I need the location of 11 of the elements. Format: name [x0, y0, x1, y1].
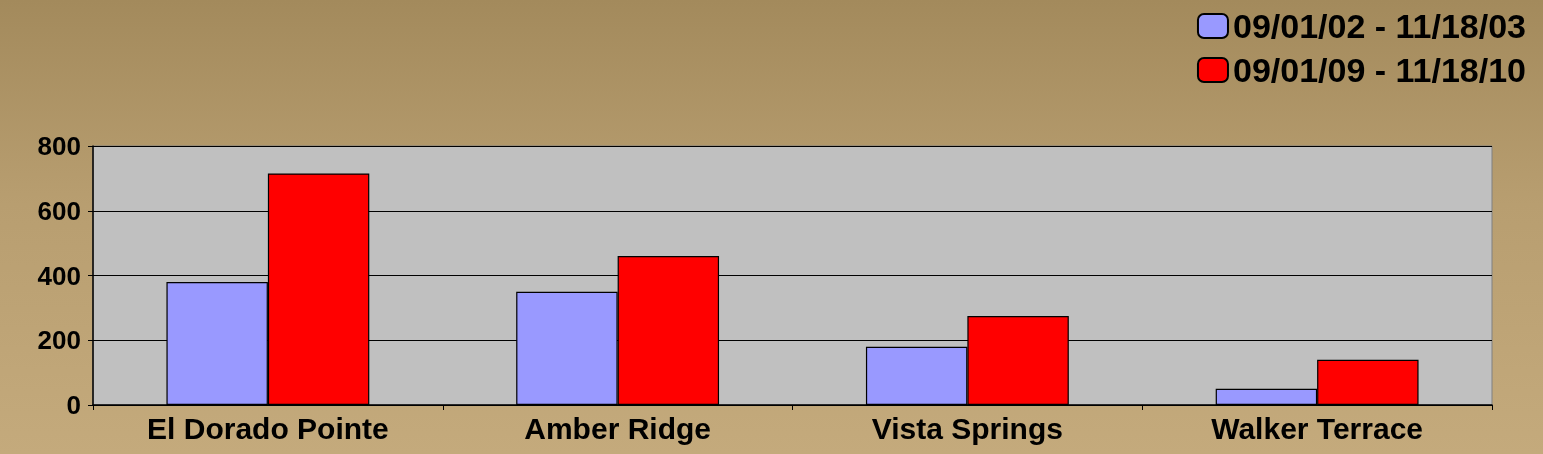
legend-label: 09/01/02 - 11/18/03 — [1232, 7, 1527, 45]
x-tick-label: Walker Terrace — [1211, 411, 1424, 445]
y-tick-label: 400 — [37, 260, 81, 291]
legend-label: 09/01/09 - 11/18/10 — [1232, 51, 1527, 89]
y-tick-label: 600 — [37, 195, 81, 226]
x-tick-label: Vista Springs — [871, 411, 1063, 445]
y-tick-label: 800 — [37, 131, 81, 161]
y-tick-label: 200 — [37, 325, 81, 356]
x-tick-label: El Dorado Pointe — [147, 411, 389, 445]
x-tick-label: Amber Ridge — [524, 411, 711, 445]
y-tick-label: 0 — [66, 390, 81, 420]
